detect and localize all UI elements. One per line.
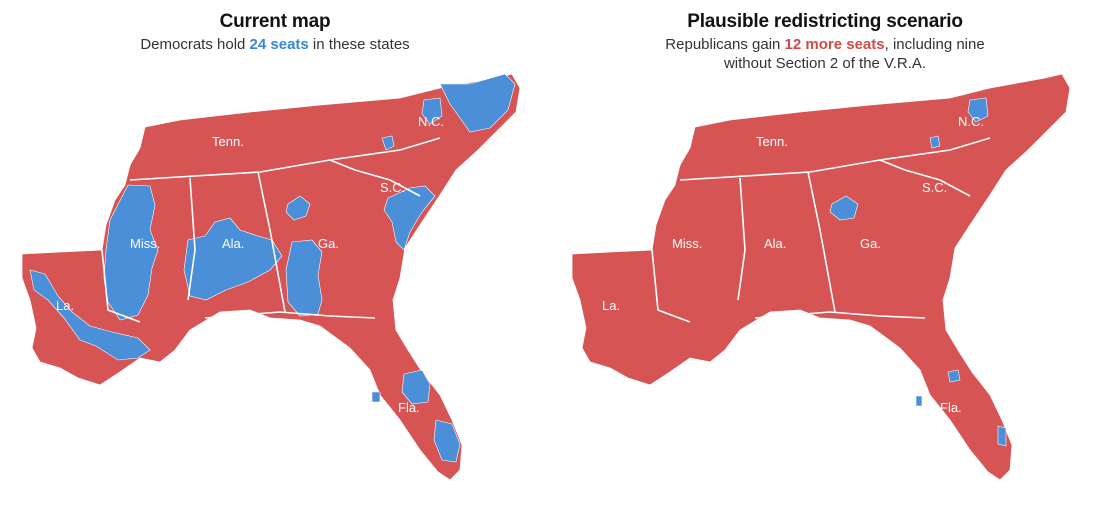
state-borders	[651, 137, 991, 323]
state-label-sc: S.C.	[922, 180, 947, 195]
state-label-miss: Miss.	[130, 236, 160, 251]
dem-district-florida-tampa	[371, 391, 381, 403]
state-label-la: La.	[602, 298, 620, 313]
scenario-map-panel: Tenn. N.C. S.C. Miss. Ala. Ga. La. Fla. …	[550, 0, 1100, 509]
state-label-ala: Ala.	[764, 236, 786, 251]
dem-district-charlotte	[929, 135, 941, 149]
state-label-la: La.	[56, 298, 74, 313]
dem-district-charlotte	[381, 135, 395, 151]
current-map-subtitle: Democrats hold 24 seats in these states	[140, 36, 410, 53]
scenario-map-subtitle: Republicans gain 12 more seats, includin…	[665, 36, 985, 72]
southeast-region-shape	[21, 73, 521, 481]
scenario-map-title: Plausible redistricting scenario	[687, 11, 963, 32]
state-label-ga: Ga.	[318, 236, 339, 251]
dem-district-north-carolina-triangle	[967, 97, 989, 123]
dem-district-atlanta	[285, 195, 311, 221]
dem-district-mississippi-delta	[103, 184, 159, 321]
current-map-panel: Tenn. N.C. S.C. Miss. Ala. Ga. La. Fla. …	[0, 10, 550, 481]
dem-district-florida-central	[401, 369, 431, 405]
state-label-ala: Ala.	[222, 236, 244, 251]
dem-district-north-carolina-east	[439, 73, 516, 133]
state-label-tenn: Tenn.	[212, 134, 244, 149]
state-label-fla: Fla.	[940, 400, 962, 415]
state-label-nc: N.C.	[958, 114, 984, 129]
scenario-map-seat-count: 12 more seats	[784, 36, 885, 53]
current-map: Tenn. N.C. S.C. Miss. Ala. Ga. La. Fla.	[21, 73, 521, 481]
state-label-miss: Miss.	[672, 236, 702, 251]
dem-district-north-carolina-triangle	[421, 97, 443, 125]
current-map-seat-count: 24 seats	[249, 36, 309, 53]
democratic-districts	[829, 97, 1007, 447]
dem-district-florida-central	[947, 369, 961, 383]
state-label-fla: Fla.	[398, 400, 420, 415]
dem-district-florida-tampa	[915, 395, 923, 407]
dem-district-south-carolina	[383, 185, 436, 251]
dem-district-florida-south	[997, 425, 1007, 447]
dem-district-alabama-black-belt	[183, 217, 283, 301]
current-map-header: Current map Democrats hold 24 seats in t…	[0, 10, 550, 54]
state-label-sc: S.C.	[380, 180, 405, 195]
dem-district-georgia-southwest	[285, 239, 323, 317]
current-map-title: Current map	[219, 11, 331, 32]
dem-district-florida-south	[433, 419, 461, 463]
state-label-ga: Ga.	[860, 236, 881, 251]
scenario-map-header: Plausible redistricting scenario Republi…	[550, 10, 1100, 73]
state-label-nc: N.C.	[418, 114, 444, 129]
democratic-districts	[29, 73, 516, 463]
scenario-map: Tenn. N.C. S.C. Miss. Ala. Ga. La. Fla.	[571, 73, 1071, 481]
state-label-tenn: Tenn.	[756, 134, 788, 149]
dem-district-louisiana	[29, 269, 151, 361]
state-borders	[101, 137, 441, 323]
southeast-region-shape	[571, 73, 1071, 481]
dem-district-atlanta	[829, 195, 859, 221]
